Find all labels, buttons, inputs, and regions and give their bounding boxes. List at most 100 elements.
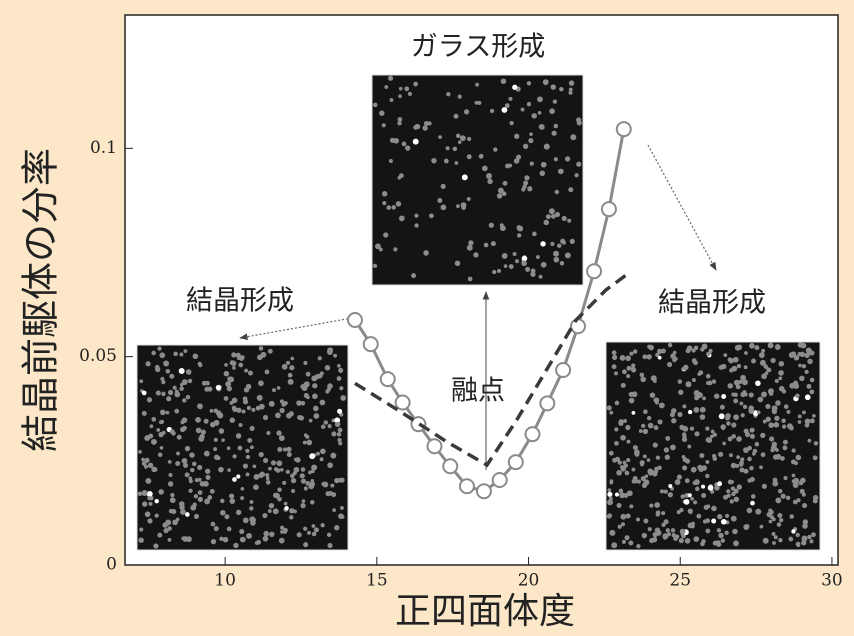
particle <box>265 473 269 477</box>
particle <box>214 526 219 531</box>
particle <box>722 442 726 446</box>
particle <box>555 190 559 194</box>
particle <box>304 486 308 490</box>
particle <box>206 475 211 480</box>
particle <box>728 480 733 485</box>
particle <box>156 390 161 395</box>
particle <box>431 158 436 163</box>
particle <box>142 391 147 396</box>
particle <box>668 343 672 347</box>
particle <box>683 365 688 370</box>
particle <box>726 489 730 493</box>
particle <box>179 501 185 507</box>
particle <box>182 398 186 402</box>
particle <box>182 536 188 542</box>
particle <box>677 412 682 417</box>
particle <box>804 370 808 374</box>
particle <box>316 452 320 456</box>
particle <box>330 453 336 459</box>
particle <box>728 383 734 389</box>
particle <box>151 417 156 422</box>
particle <box>271 460 276 465</box>
particle <box>501 78 507 84</box>
particle <box>340 506 344 510</box>
particle <box>775 344 781 350</box>
particle <box>611 542 617 548</box>
particle <box>803 519 808 524</box>
particle <box>719 365 724 370</box>
particle <box>802 411 806 415</box>
particle <box>690 497 694 501</box>
particle <box>633 476 638 481</box>
particle <box>736 436 742 442</box>
particle <box>732 529 738 535</box>
particle <box>283 447 287 451</box>
particle <box>210 489 215 494</box>
particle <box>647 458 651 462</box>
particle <box>142 490 148 496</box>
particle <box>749 392 754 397</box>
particle <box>186 369 192 375</box>
particle <box>160 446 164 450</box>
particle <box>747 457 752 462</box>
particle <box>263 531 269 537</box>
particle <box>408 92 412 96</box>
particle <box>647 416 651 420</box>
particle <box>681 494 685 498</box>
particle <box>739 402 743 406</box>
particle <box>560 261 564 265</box>
particle <box>455 261 461 267</box>
particle <box>789 352 795 358</box>
particle <box>609 411 613 415</box>
particle <box>232 477 237 482</box>
particle <box>751 358 756 363</box>
particle <box>213 447 217 451</box>
particle <box>413 139 419 145</box>
particle <box>296 400 302 406</box>
particle <box>528 138 533 143</box>
particle <box>335 422 340 427</box>
particle <box>607 488 611 492</box>
particle <box>786 496 790 500</box>
particle <box>337 438 341 442</box>
particle <box>474 101 478 105</box>
particle <box>248 371 253 376</box>
particle <box>313 413 319 419</box>
particle <box>182 417 188 423</box>
particle <box>712 454 716 458</box>
particle <box>775 448 779 452</box>
particle <box>680 529 686 535</box>
particle <box>333 354 337 358</box>
particle <box>811 532 816 537</box>
particle <box>750 428 755 433</box>
particle <box>155 365 160 370</box>
particle <box>659 402 665 408</box>
particle <box>670 444 676 450</box>
particle <box>414 214 418 218</box>
particle <box>179 352 183 356</box>
particle <box>287 452 292 457</box>
particle <box>291 357 295 361</box>
particle <box>636 544 640 548</box>
particle <box>389 159 393 163</box>
particle <box>391 205 396 210</box>
particle <box>382 201 386 205</box>
particle <box>665 436 670 441</box>
particle <box>678 379 682 383</box>
particle <box>144 435 150 441</box>
particle <box>250 500 254 504</box>
particle <box>179 386 184 391</box>
particle <box>155 513 159 517</box>
particle <box>777 522 782 527</box>
particle <box>239 423 243 427</box>
particle <box>423 250 429 256</box>
particle <box>214 420 220 426</box>
particle <box>750 434 755 439</box>
particle <box>168 390 173 395</box>
particle <box>576 162 581 167</box>
particle <box>513 252 517 256</box>
particle <box>774 422 780 428</box>
particle <box>810 418 815 423</box>
particle <box>300 473 305 478</box>
particle <box>801 343 807 349</box>
